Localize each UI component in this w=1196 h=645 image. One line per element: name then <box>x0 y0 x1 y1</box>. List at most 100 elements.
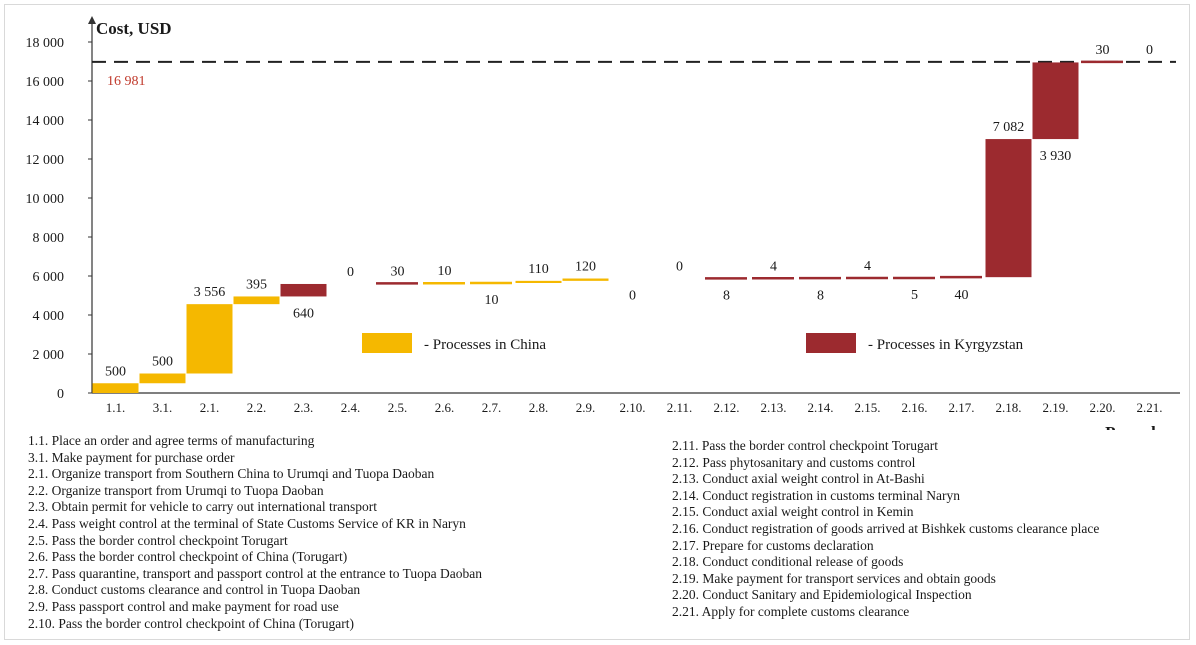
data-label: 395 <box>246 277 267 292</box>
y-tick-label: 14 000 <box>26 114 65 129</box>
data-label: 7 082 <box>993 120 1025 135</box>
x-tick-label: 2.2. <box>247 400 267 415</box>
bar-2.2 <box>233 296 280 305</box>
y-tick-label: 2 000 <box>33 348 65 363</box>
x-tick-label: 3.1. <box>153 400 173 415</box>
data-label: 8 <box>723 289 730 304</box>
data-label: 500 <box>105 364 126 379</box>
y-tick-label: 12 000 <box>26 153 65 168</box>
x-tick-label: 2.17. <box>949 400 975 415</box>
procedure-notes-left: 1.1. Place an order and agree terms of m… <box>28 433 668 632</box>
y-tick-label: 0 <box>57 387 64 402</box>
x-tick-label: 2.12. <box>714 400 740 415</box>
data-label: 0 <box>676 260 683 275</box>
procedure-note: 2.5. Pass the border control checkpoint … <box>28 532 288 548</box>
x-tick-label: 2.19. <box>1043 400 1069 415</box>
legend-swatch-kyrgyzstan <box>806 333 856 353</box>
y-axis-arrow <box>88 16 96 24</box>
data-label: 30 <box>391 264 405 279</box>
x-tick-label: 2.14. <box>808 400 834 415</box>
data-label: 0 <box>347 265 354 280</box>
x-tick-label: 2.6. <box>435 400 455 415</box>
x-tick-label: 2.18. <box>996 400 1022 415</box>
data-label: 30 <box>1096 43 1110 58</box>
bar-2.19 <box>1032 62 1079 140</box>
data-label: 10 <box>438 264 452 279</box>
procedure-note: 2.11. Pass the border control checkpoint… <box>672 438 938 453</box>
data-label: 5 <box>911 288 918 303</box>
data-label: 500 <box>152 355 173 370</box>
procedure-note: 2.13. Conduct axial weight control in At… <box>672 471 925 487</box>
x-tick-label: 2.15. <box>855 400 881 415</box>
x-tick-label: 2.4. <box>341 400 361 415</box>
legend-swatch-china <box>362 333 412 353</box>
data-label: 3 556 <box>194 285 226 300</box>
x-tick-label: 2.7. <box>482 400 502 415</box>
legend-label-kyrgyzstan: - Processes in Kyrgyzstan <box>868 337 1024 353</box>
bar-2.3 <box>280 283 327 297</box>
y-tick-label: 16 000 <box>26 75 65 90</box>
x-tick-label: 2.5. <box>388 400 408 415</box>
x-tick-label: 2.16. <box>902 400 928 415</box>
procedure-note: 2.15. Conduct axial weight control in Ke… <box>672 504 914 520</box>
procedure-note: 2.17. Prepare for customs declaration <box>672 537 874 553</box>
x-tick-label: 2.21. <box>1137 400 1163 415</box>
procedure-note: 2.1. Organize transport from Southern Ch… <box>28 466 435 482</box>
data-label: 3 930 <box>1040 149 1072 164</box>
data-label: 10 <box>485 293 499 308</box>
procedure-note: 2.8. Conduct customs clearance and contr… <box>28 582 361 598</box>
data-label: 4 <box>864 259 871 274</box>
y-tick-label: 6 000 <box>33 270 65 285</box>
data-label: 8 <box>817 288 824 303</box>
procedure-note: 1.1. Place an order and agree terms of m… <box>28 433 315 448</box>
x-tick-label: 2.1. <box>200 400 220 415</box>
x-tick-label: 2.11. <box>667 400 693 415</box>
procedure-note: 2.6. Pass the border control checkpoint … <box>28 549 348 565</box>
x-tick-label: 2.20. <box>1090 400 1116 415</box>
bars <box>92 60 1123 393</box>
data-label: 120 <box>575 260 596 275</box>
procedure-note: 2.3. Obtain permit for vehicle to carry … <box>28 499 378 515</box>
procedure-note: 2.12. Pass phytosanitary and customs con… <box>672 454 916 470</box>
x-tick-label: 2.13. <box>761 400 787 415</box>
procedure-notes-right: 2.11. Pass the border control checkpoint… <box>672 438 1152 621</box>
data-label: 110 <box>528 262 548 277</box>
data-label: 4 <box>770 259 777 274</box>
y-axis-title: Cost, USD <box>96 19 172 38</box>
y-tick-label: 4 000 <box>33 309 65 324</box>
procedure-note: 2.4. Pass weight control at the terminal… <box>28 515 466 531</box>
procedure-note: 2.18. Conduct conditional release of goo… <box>672 554 904 570</box>
bar-2.18 <box>985 139 1032 278</box>
bar-2.8 <box>515 280 562 284</box>
total-value-label: 16 981 <box>107 74 146 89</box>
bar-2.9 <box>562 278 609 281</box>
data-labels: 500 500 3 556 395 640 0 30 10 10 110 120 0 0 8 4 8 4 5 40 7… <box>105 43 1153 379</box>
data-label: 0 <box>629 289 636 304</box>
y-tick-label: 8 000 <box>33 231 65 246</box>
data-label: 640 <box>293 306 314 321</box>
procedure-note: 2.21. Apply for complete customs clearan… <box>672 603 910 619</box>
procedure-note: 3.1. Make payment for purchase order <box>28 449 235 465</box>
y-tick-label: 18 000 <box>26 36 65 51</box>
procedure-note: 2.10. Pass the border control checkpoint… <box>28 615 354 631</box>
procedure-note: 2.19. Make payment for transport service… <box>672 570 996 586</box>
bar-3.1 <box>139 373 186 384</box>
y-tick-label: 10 000 <box>26 192 65 207</box>
x-axis-title: Procedure <box>1105 423 1180 430</box>
x-tick-label: 2.10. <box>620 400 646 415</box>
procedure-note: 2.9. Pass passport control and make paym… <box>28 598 339 614</box>
procedure-note: 2.14. Conduct registration in customs te… <box>672 487 960 503</box>
procedure-note: 2.7. Pass quarantine, transport and pass… <box>28 565 483 581</box>
procedure-note: 2.20. Conduct Sanitary and Epidemiologic… <box>672 587 972 603</box>
data-label: 0 <box>1146 43 1153 58</box>
bar-2.1 <box>186 304 233 374</box>
x-tick-label: 2.3. <box>294 400 314 415</box>
x-tick-label: 1.1. <box>106 400 126 415</box>
x-tick-label: 2.9. <box>576 400 596 415</box>
legend-label-china: - Processes in China <box>424 337 546 353</box>
x-tick-label: 2.8. <box>529 400 549 415</box>
data-label: 40 <box>955 288 969 303</box>
procedure-note: 2.2. Organize transport from Urumqi to T… <box>28 482 324 498</box>
